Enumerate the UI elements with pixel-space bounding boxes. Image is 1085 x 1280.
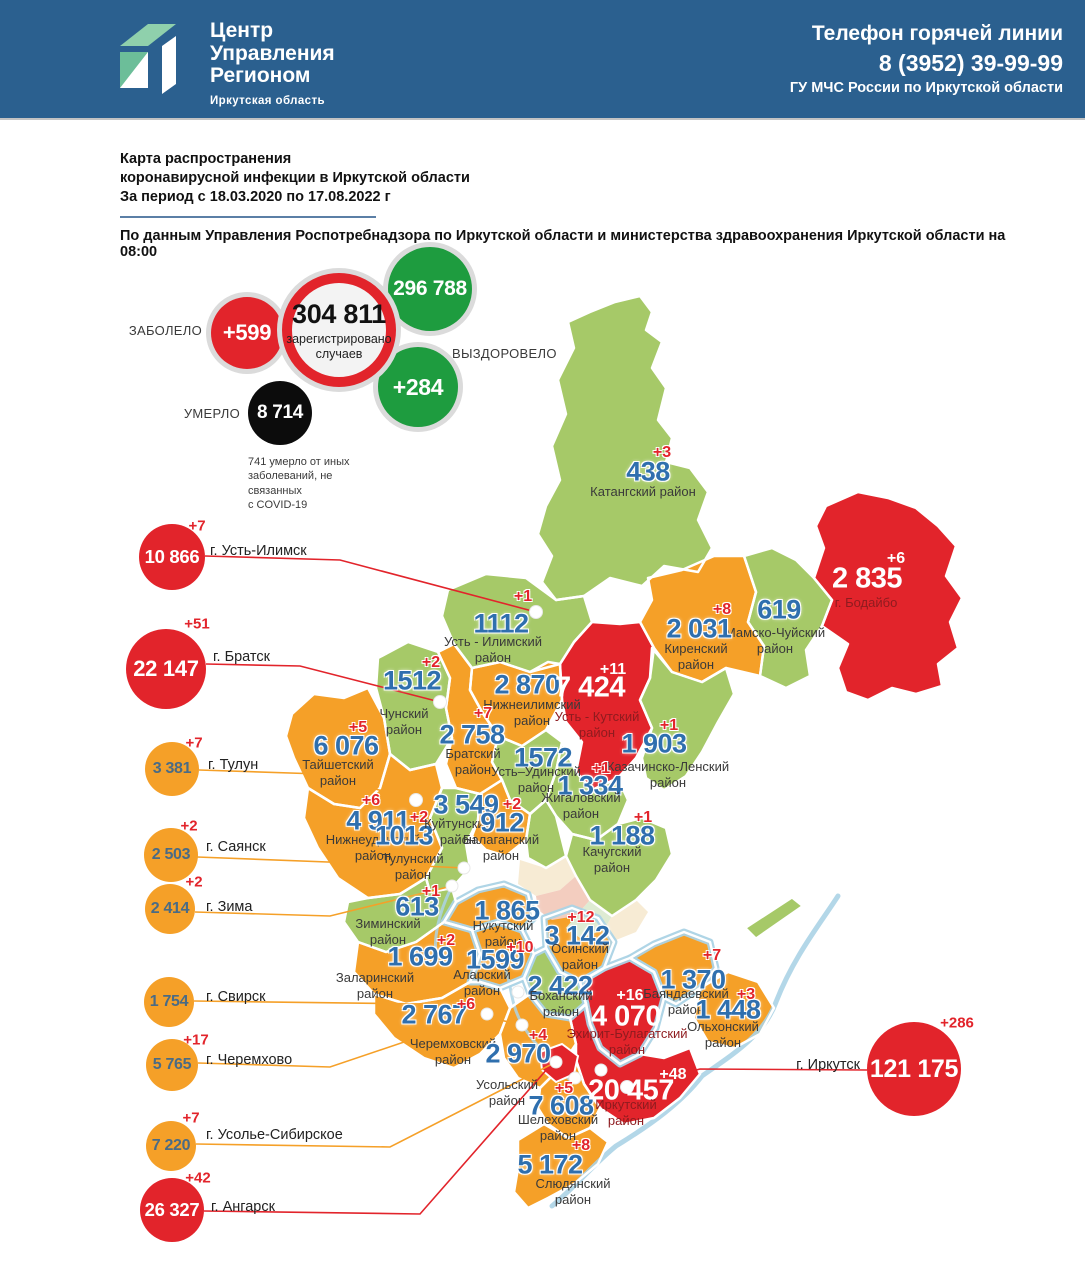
sick-label: ЗАБОЛЕЛО	[128, 323, 202, 338]
data-source-line: По данным Управления Роспотребнадзора по…	[120, 227, 1006, 260]
baikal-shoreline	[549, 893, 841, 1209]
logo: Центр Управления Регионом Иркутская обла…	[118, 19, 335, 108]
olkhon-island	[744, 897, 804, 939]
hotline-block: Телефон горячей линии 8 (3952) 39-99-99 …	[790, 22, 1063, 96]
hotline-label: Телефон горячей линии	[811, 22, 1063, 45]
title-underline	[120, 215, 376, 218]
logo-subtitle: Иркутская область	[210, 95, 325, 108]
registered-total-circle: 304 811 зарегистрировано случаев	[282, 273, 396, 387]
recovered-total-value: 296 788	[393, 277, 467, 300]
faded-area-1	[518, 856, 576, 896]
sick-delta-circle: +599	[211, 297, 283, 369]
line-zima	[194, 885, 453, 917]
title-line3: За период с 18.03.2020 по 17.08.2022 г	[120, 188, 391, 205]
recovered-total-circle: 296 788	[388, 247, 472, 331]
faded-area-3	[566, 900, 612, 938]
line-sayansk	[196, 856, 465, 869]
region-katangsky	[538, 296, 712, 600]
header-bar: Центр Управления Регионом Иркутская обла…	[0, 0, 1085, 120]
died-total-circle: 8 714	[248, 381, 312, 445]
registered-total-label: зарегистрировано случаев	[286, 332, 392, 361]
line-irkutsk	[626, 1068, 868, 1088]
faded-area-4	[604, 900, 648, 940]
line-usolye	[195, 1061, 557, 1148]
died-label: УМЕРЛО	[183, 406, 240, 421]
logo-title-line3: Регионом	[210, 64, 311, 88]
died-footnote: 741 умерло от иных заболеваний, не связа…	[248, 456, 350, 511]
hotline-org: ГУ МЧС России по Иркутской области	[789, 80, 1063, 96]
title-line2: коронавирусной инфекции в Иркутской обла…	[120, 169, 470, 186]
registered-total-value: 304 811	[292, 299, 387, 330]
line-tulun	[198, 769, 417, 801]
sick-delta-value: +599	[222, 320, 272, 345]
logo-title-line2: Управления	[210, 41, 335, 65]
logo-title-line1: Центр	[210, 19, 274, 42]
line-ust-ilimsk	[204, 555, 537, 613]
cur-logo-icon	[120, 24, 176, 94]
region-ustkutsky	[560, 622, 654, 790]
died-total-value: 8 714	[256, 402, 304, 423]
title-line1: Карта распространения	[120, 151, 292, 167]
oka-river	[433, 884, 454, 962]
region-fills	[286, 296, 962, 1208]
city-dots	[409, 605, 634, 1094]
line-angarsk	[203, 1067, 549, 1215]
recovered-delta-circle: +284	[378, 347, 458, 427]
title-block: Карта распространения коронавирусной инф…	[120, 150, 1020, 260]
recovered-delta-value: +284	[392, 373, 444, 400]
line-bratsk	[205, 663, 441, 703]
recovered-label: ВЫЗДОРОВЕЛО	[452, 346, 557, 361]
callout-lines	[193, 555, 868, 1215]
hotline-phone: 8 (3952) 39-99-99	[878, 50, 1063, 76]
logo-text: Центр Управления Регионом Иркутская обла…	[210, 19, 335, 108]
line-cheremkhovo	[197, 1013, 488, 1068]
